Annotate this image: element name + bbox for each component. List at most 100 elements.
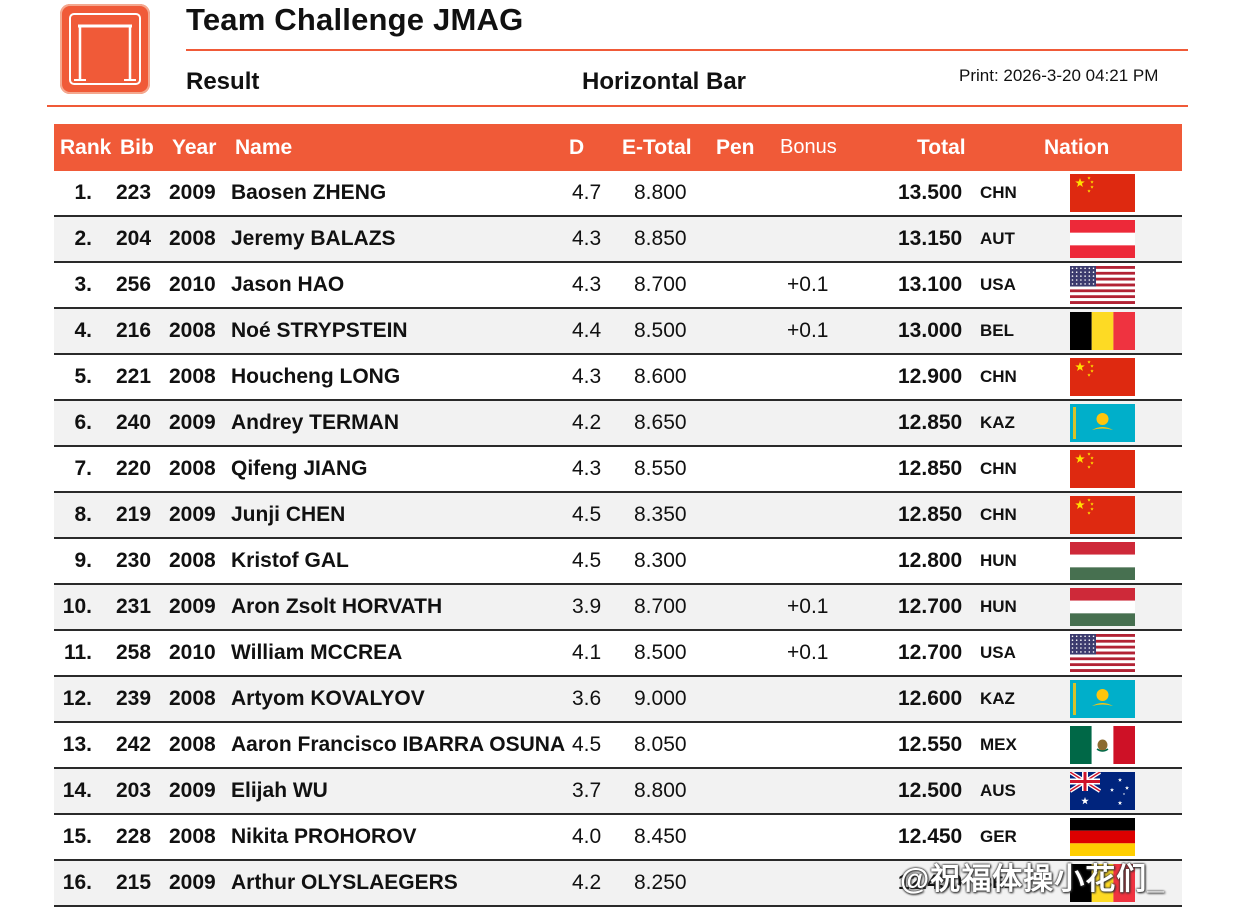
table-row: 11. 258 2010 William MCCREA 4.1 8.500 +0.1 12.7… [54, 631, 1182, 677]
e-total-cell: 8.050 [634, 733, 687, 756]
total-cell: 12.850 [898, 411, 963, 434]
e-total-cell: 8.800 [634, 779, 687, 802]
rank-cell: 7. [74, 457, 92, 480]
nation-code-cell: AUS [980, 781, 1016, 800]
rank-cell: 6. [74, 411, 92, 434]
name-cell: Qifeng JIANG [231, 457, 368, 480]
rank-cell: 11. [63, 641, 92, 664]
e-total-cell: 8.700 [634, 273, 687, 296]
name-cell: Arthur OLYSLAEGERS [231, 871, 458, 894]
print-timestamp: Print: 2026-3-20 04:21 PM [959, 66, 1159, 85]
total-cell: 12.900 [898, 365, 963, 388]
flag-aus-icon [1070, 772, 1135, 810]
name-cell: Noé STRYPSTEIN [231, 319, 408, 342]
bib-cell: 228 [116, 825, 152, 848]
bib-cell: 240 [116, 411, 152, 434]
total-cell: 12.700 [898, 641, 963, 664]
total-cell: 12.850 [898, 503, 963, 526]
column-header-bib: Bib [120, 136, 154, 159]
e-total-cell: 8.350 [634, 503, 687, 526]
name-cell: Houcheng LONG [231, 365, 401, 388]
flag-usa-icon [1070, 266, 1135, 304]
d-score-cell: 4.3 [572, 365, 602, 388]
column-header-d: D [569, 136, 585, 159]
table-row: 2. 204 2008 Jeremy BALAZS 4.3 8.850 13.150 AUT [54, 217, 1182, 263]
column-header-bonus: Bonus [780, 136, 837, 158]
column-header-e-total: E-Total [622, 136, 692, 159]
bonus-cell: +0.1 [787, 641, 829, 664]
year-cell: 2009 [169, 181, 216, 204]
year-cell: 2010 [169, 273, 216, 296]
bib-cell: 215 [116, 871, 152, 894]
rank-cell: 10. [62, 595, 92, 618]
rank-cell: 15. [62, 825, 92, 848]
nation-code-cell: USA [980, 643, 1016, 662]
table-body: 1. 223 2009 Baosen ZHENG 4.7 8.800 13.500 CHN 2.… [54, 171, 1182, 907]
nation-code-cell: BEL [980, 873, 1014, 892]
name-cell: Artyom KOVALYOV [231, 687, 425, 710]
column-header-year: Year [172, 136, 217, 159]
rank-cell: 4. [74, 319, 92, 342]
nation-code-cell: CHN [980, 183, 1017, 202]
year-cell: 2010 [169, 641, 216, 664]
bonus-cell: +0.1 [787, 319, 829, 342]
table-row: 1. 223 2009 Baosen ZHENG 4.7 8.800 13.500 CHN [54, 171, 1182, 217]
e-total-cell: 8.550 [634, 457, 687, 480]
d-score-cell: 4.2 [572, 411, 602, 434]
bib-cell: 258 [116, 641, 152, 664]
flag-mex-icon [1070, 726, 1135, 764]
name-cell: William MCCREA [231, 641, 403, 664]
header-divider [47, 105, 1188, 107]
name-cell: Jeremy BALAZS [231, 227, 396, 250]
nation-code-cell: HUN [980, 597, 1017, 616]
year-cell: 2009 [169, 503, 216, 526]
nation-code-cell: CHN [980, 367, 1017, 386]
rank-cell: 2. [74, 227, 92, 250]
nation-code-cell: CHN [980, 459, 1017, 478]
result-label: Result [186, 68, 260, 95]
year-cell: 2008 [169, 687, 216, 710]
year-cell: 2008 [169, 825, 216, 848]
column-header-total: Total [917, 136, 966, 159]
table-row: 16. 215 2009 Arthur OLYSLAEGERS 4.2 8.250 12.4… [54, 861, 1182, 907]
bib-cell: 204 [116, 227, 152, 250]
rank-cell: 12. [62, 687, 92, 710]
watermark: @祝福体操小花们_ [900, 863, 1165, 896]
bib-cell: 216 [116, 319, 152, 342]
e-total-cell: 8.500 [634, 641, 687, 664]
d-score-cell: 4.3 [572, 273, 602, 296]
rank-cell: 8. [74, 503, 92, 526]
rank-cell: 3. [74, 273, 92, 296]
year-cell: 2009 [169, 411, 216, 434]
e-total-cell: 8.700 [634, 595, 687, 618]
total-cell: 13.100 [898, 273, 963, 296]
table-row: 5. 221 2008 Houcheng LONG 4.3 8.600 12.900 CHN [54, 355, 1182, 401]
table-row: 8. 219 2009 Junji CHEN 4.5 8.350 12.850 CHN [54, 493, 1182, 539]
nation-code-cell: GER [980, 827, 1017, 846]
year-cell: 2008 [169, 733, 216, 756]
e-total-cell: 8.300 [634, 549, 687, 572]
flag-chn-icon [1070, 496, 1135, 534]
table-row: 14. 203 2009 Elijah WU 3.7 8.800 12.500 AUS [54, 769, 1182, 815]
column-header-name: Name [235, 136, 293, 159]
year-cell: 2009 [169, 779, 216, 802]
table-row: 15. 228 2008 Nikita PROHOROV 4.0 8.450 12.450 G… [54, 815, 1182, 861]
name-cell: Junji CHEN [231, 503, 346, 526]
nation-code-cell: AUT [980, 229, 1015, 248]
e-total-cell: 9.000 [634, 687, 687, 710]
rank-cell: 9. [74, 549, 92, 572]
bib-cell: 231 [116, 595, 152, 618]
d-score-cell: 4.5 [572, 733, 602, 756]
nation-code-cell: HUN [980, 551, 1017, 570]
year-cell: 2008 [169, 227, 216, 250]
flag-hun-icon [1070, 588, 1135, 626]
d-score-cell: 4.3 [572, 457, 602, 480]
table-row: 3. 256 2010 Jason HAO 4.3 8.700 +0.1 13.100 USA [54, 263, 1182, 309]
bib-cell: 203 [116, 779, 152, 802]
e-total-cell: 8.250 [634, 871, 687, 894]
flag-bel-icon [1070, 312, 1135, 350]
e-total-cell: 8.650 [634, 411, 687, 434]
flag-usa-icon [1070, 634, 1135, 672]
total-cell: 13.150 [898, 227, 963, 250]
d-score-cell: 3.7 [572, 779, 602, 802]
